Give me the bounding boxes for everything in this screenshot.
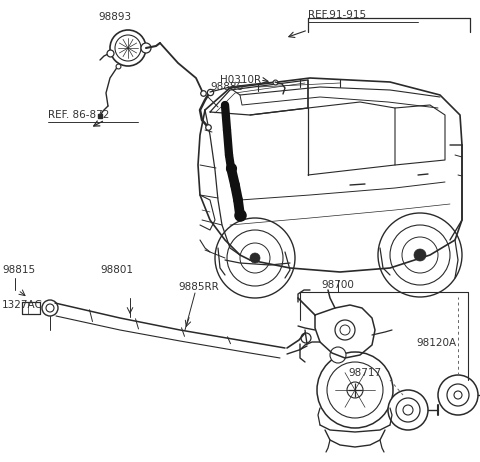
Text: 98717: 98717 [348,368,381,378]
Circle shape [388,390,428,430]
Circle shape [141,43,151,53]
Circle shape [335,320,355,340]
Circle shape [42,300,58,316]
Text: 9885RR: 9885RR [178,282,219,292]
Text: REF.91-915: REF.91-915 [308,10,366,20]
Text: 98815: 98815 [2,265,35,275]
Circle shape [347,382,363,398]
Text: 98893: 98893 [98,12,132,22]
Text: 98700: 98700 [322,280,354,290]
Text: 98801: 98801 [100,265,133,275]
Circle shape [438,375,478,415]
Text: 1327AC: 1327AC [2,300,43,310]
Circle shape [317,352,393,428]
Circle shape [454,391,462,399]
Circle shape [301,333,311,343]
Text: 98120A: 98120A [416,338,456,348]
Circle shape [414,249,426,261]
Text: 98886: 98886 [210,82,243,92]
Circle shape [330,347,346,363]
Circle shape [403,405,413,415]
Circle shape [250,253,260,263]
Text: REF. 86-872: REF. 86-872 [48,110,109,120]
Text: H0310R: H0310R [220,75,261,85]
